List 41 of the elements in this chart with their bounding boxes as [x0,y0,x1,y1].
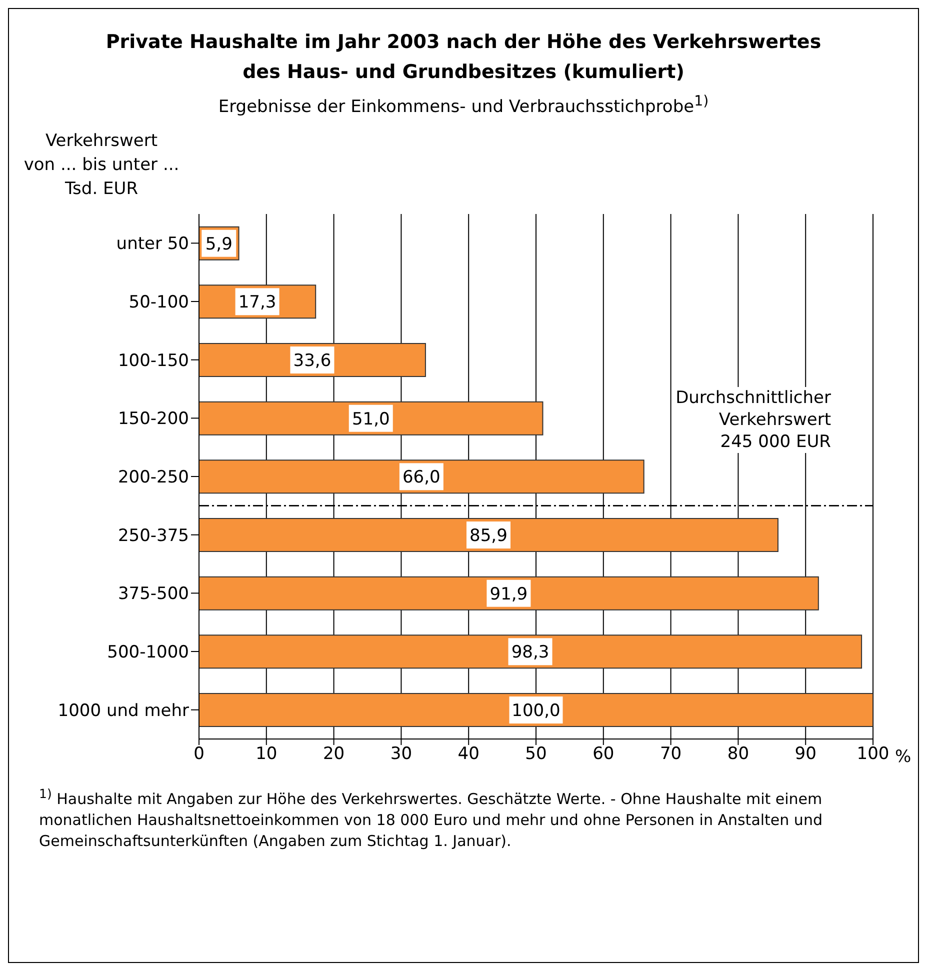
data-label: 33,6 [293,350,332,371]
x-tick-label: 90 [794,744,816,764]
y-tick-label: 250-375 [118,526,189,546]
data-label: 85,9 [470,526,508,546]
bar [199,692,873,727]
x-tick-label: 50 [525,744,547,764]
y-tick-label: 375-500 [118,584,189,604]
chart-subtitle: Ergebnisse der Einkommens- und Verbrauchsstichprobe$^{1)}$ [218,93,709,117]
x-tick-label: 100 [856,744,890,764]
y-tick-label: 500-1000 [107,642,189,662]
y-tick-label: 1000 und mehr [58,700,189,721]
ref-line-label: Durchschnittlicher Verkehrswert 245 000 EUR [674,387,833,454]
y-tick-label: 200-250 [118,467,189,488]
x-tick-label: 60 [592,744,614,764]
data-label: 91,9 [490,584,528,604]
data-label: 100,0 [512,700,560,721]
y-tick-label: 150-200 [118,408,189,429]
data-label: 17,3 [238,292,276,312]
y-tick-label: 50-100 [128,292,189,312]
x-axis-title: % [895,746,912,767]
data-label: 5,9 [205,234,232,254]
y-tick-label: 100-150 [118,350,189,371]
chart-title: Private Haushalte im Jahr 2003 nach der Höhe des Verkehrswertes des Haus- und Grundbesitzes (kumuliert) [104,30,822,85]
bar [199,518,778,552]
x-tick-label: 70 [660,744,682,764]
bar [199,634,862,668]
x-tick-label: 0 [194,744,204,764]
text: $^{1)}$ Haushalte mit Angaben zur Höhe des Verkehrswertes. Geschätzte Werte. - Ohne Haushalte mit einem monatlichen Haushaltsnettoeinkommen von 18 000 Euro und mehr und ohne Personen in Anstalten und Gemeinschaftsunterkünften (Angaben zum Stichtag 1. Januar). [39,786,822,850]
data-label: 51,0 [352,408,390,429]
x-tick-label: 10 [256,744,278,764]
bar [199,576,819,610]
x-tick-label: 40 [458,744,480,764]
bar [199,400,544,435]
x-tick-label: 30 [390,744,412,764]
y-axis-title: Verkehrswert von ... bis unter ... Tsd. EUR [22,130,180,201]
bar [199,459,644,494]
data-label: 98,3 [511,642,550,662]
y-tick-label: unter 50 [116,234,189,254]
data-label: 66,0 [402,467,440,488]
x-tick-label: 80 [727,744,750,764]
x-tick-label: 20 [322,744,345,764]
